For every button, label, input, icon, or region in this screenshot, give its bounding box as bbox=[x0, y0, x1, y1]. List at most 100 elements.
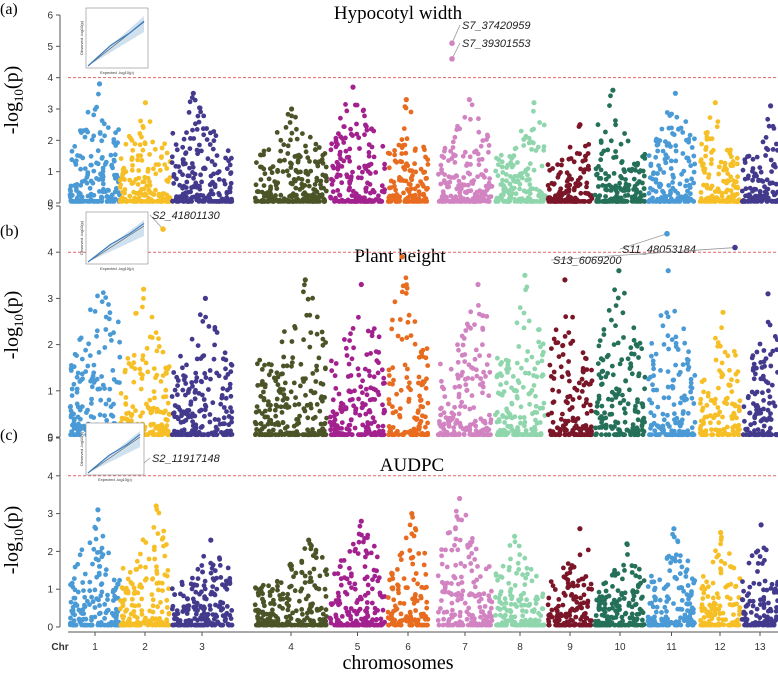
y-tick-label: 6 bbox=[47, 11, 53, 22]
snp-point bbox=[89, 137, 95, 143]
snp-point bbox=[314, 314, 320, 320]
snp-point bbox=[341, 140, 347, 145]
snp-point bbox=[178, 431, 184, 437]
snp-point bbox=[315, 163, 321, 169]
snp-point bbox=[657, 166, 663, 172]
snp-point bbox=[82, 604, 88, 610]
snp-point bbox=[117, 185, 123, 190]
snp-point bbox=[295, 157, 301, 163]
snp-point bbox=[86, 341, 91, 347]
snp-point bbox=[527, 401, 532, 407]
snp-point bbox=[731, 182, 736, 188]
snp-point bbox=[653, 189, 659, 194]
snp-point bbox=[470, 376, 475, 382]
snp-point bbox=[589, 378, 595, 384]
snp-point bbox=[594, 403, 600, 409]
snp-point bbox=[743, 186, 749, 192]
snp-point bbox=[155, 531, 161, 536]
snp-point bbox=[715, 343, 721, 349]
snp-point bbox=[650, 199, 656, 204]
snp-point bbox=[320, 152, 326, 158]
snp-point bbox=[193, 370, 199, 376]
snp-point bbox=[78, 335, 84, 341]
snp-point bbox=[570, 397, 576, 402]
snp-point bbox=[96, 570, 102, 576]
snp-point bbox=[202, 586, 208, 592]
snp-point bbox=[436, 432, 442, 438]
snp-point bbox=[637, 340, 643, 346]
snp-point bbox=[537, 120, 542, 125]
snp-point bbox=[150, 603, 156, 609]
snp-point bbox=[322, 586, 328, 592]
snp-point bbox=[495, 195, 501, 201]
snp-point bbox=[314, 331, 320, 337]
snp-point bbox=[528, 139, 534, 145]
snp-point bbox=[598, 157, 604, 163]
snp-point bbox=[446, 174, 452, 180]
snp-point bbox=[139, 134, 144, 140]
snp-point bbox=[197, 591, 202, 597]
snp-point bbox=[71, 576, 77, 581]
snp-point bbox=[454, 186, 460, 192]
snp-point bbox=[202, 371, 208, 376]
snp-point bbox=[354, 192, 359, 197]
annotation-leader bbox=[149, 214, 164, 230]
chromosome-peak-point bbox=[720, 309, 726, 315]
snp-point bbox=[139, 608, 145, 613]
snp-point bbox=[173, 142, 179, 148]
snp-point bbox=[109, 163, 115, 169]
snp-point bbox=[673, 148, 679, 154]
snp-point bbox=[331, 165, 336, 171]
snp-point bbox=[222, 421, 227, 427]
chromosome-peak-point bbox=[765, 291, 771, 297]
snp-point bbox=[636, 373, 641, 379]
snp-point bbox=[171, 370, 177, 375]
snp-point bbox=[350, 397, 355, 402]
snp-point bbox=[613, 118, 618, 123]
snp-point bbox=[188, 581, 194, 587]
snp-point bbox=[521, 137, 527, 142]
snp-point bbox=[743, 193, 748, 199]
snp-point bbox=[608, 138, 614, 144]
snp-point bbox=[371, 189, 377, 195]
chromosome-4-points bbox=[252, 537, 330, 628]
snp-point bbox=[625, 356, 631, 362]
snp-point bbox=[493, 168, 499, 174]
snp-point bbox=[736, 199, 741, 204]
snp-point bbox=[497, 429, 503, 435]
snp-point bbox=[712, 189, 718, 195]
snp-point bbox=[728, 174, 734, 180]
snp-point bbox=[261, 194, 267, 199]
snp-point bbox=[80, 580, 86, 585]
snp-point bbox=[399, 137, 405, 143]
snp-point bbox=[468, 309, 474, 315]
snp-point bbox=[293, 570, 299, 576]
snp-point bbox=[342, 337, 347, 342]
snp-point bbox=[533, 148, 539, 153]
snp-point bbox=[585, 151, 591, 156]
snp-point bbox=[167, 175, 173, 181]
snp-point bbox=[72, 587, 78, 593]
snp-point bbox=[95, 386, 101, 392]
snp-point bbox=[473, 423, 479, 429]
snp-point bbox=[339, 400, 344, 406]
snp-point bbox=[458, 403, 463, 409]
snp-point bbox=[303, 143, 308, 149]
snp-point bbox=[174, 147, 180, 153]
snp-point bbox=[684, 356, 690, 362]
y-axis-label-text: -log10(p) bbox=[1, 291, 26, 360]
significant-snp-point bbox=[160, 226, 166, 232]
snp-point bbox=[765, 407, 771, 413]
snp-point bbox=[507, 196, 512, 201]
snp-point bbox=[608, 184, 614, 190]
chromosome-5-points bbox=[328, 84, 387, 204]
y-axis-label-b: -log10(p) bbox=[1, 291, 26, 360]
snp-point bbox=[386, 165, 392, 171]
snp-point bbox=[741, 404, 747, 410]
snp-point bbox=[699, 379, 705, 385]
snp-point bbox=[317, 192, 322, 198]
snp-point bbox=[763, 135, 769, 140]
snp-point bbox=[399, 145, 405, 151]
snp-point bbox=[85, 622, 90, 628]
snp-point bbox=[367, 373, 373, 379]
